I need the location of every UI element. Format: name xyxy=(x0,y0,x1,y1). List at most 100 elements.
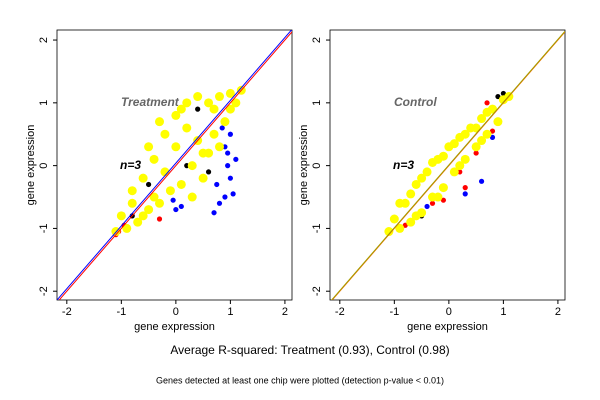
point xyxy=(220,117,230,127)
point xyxy=(176,104,186,114)
point xyxy=(187,161,197,171)
plot-frame xyxy=(56,29,293,301)
point xyxy=(122,223,132,233)
n-label: n=3 xyxy=(120,158,141,172)
point xyxy=(149,192,159,202)
reference-line xyxy=(58,31,292,300)
point xyxy=(482,129,492,139)
point xyxy=(395,198,405,208)
point xyxy=(482,107,492,117)
y-axis-label: gene expression xyxy=(298,125,310,206)
point xyxy=(462,191,468,197)
x-tick-label: 2 xyxy=(555,306,561,318)
point xyxy=(225,163,231,169)
point xyxy=(138,211,148,221)
point xyxy=(171,142,181,152)
point xyxy=(193,92,203,102)
point xyxy=(424,203,430,210)
point xyxy=(406,217,416,227)
x-tick-label: -2 xyxy=(335,306,345,318)
point xyxy=(500,90,506,97)
x-tick-label: 1 xyxy=(500,306,506,318)
plot-area: n=3 Treatment xyxy=(57,30,292,300)
point xyxy=(205,169,212,175)
point xyxy=(116,211,126,221)
point xyxy=(471,123,481,133)
point xyxy=(138,173,148,183)
point xyxy=(214,92,224,102)
point xyxy=(225,88,235,98)
point xyxy=(449,139,459,149)
y-tick-label: 1 xyxy=(311,100,323,106)
y-axis-label: gene expression xyxy=(25,125,37,206)
point xyxy=(433,192,443,202)
point xyxy=(233,156,239,162)
point xyxy=(209,129,219,139)
point xyxy=(484,100,490,106)
point xyxy=(182,98,192,108)
point xyxy=(411,179,421,189)
point xyxy=(389,214,399,224)
point xyxy=(182,123,192,133)
point xyxy=(395,223,405,233)
x-axis-label: gene expression xyxy=(134,321,215,333)
point xyxy=(227,175,233,181)
reference-line xyxy=(330,30,565,300)
point xyxy=(225,104,235,114)
x-tick-label: 0 xyxy=(446,306,452,318)
y-tick-label: -2 xyxy=(311,286,323,296)
point xyxy=(460,154,470,164)
point xyxy=(460,129,470,139)
point xyxy=(165,186,175,196)
point xyxy=(214,181,220,188)
x-tick-label: -1 xyxy=(389,306,399,318)
point xyxy=(222,194,228,200)
point xyxy=(176,179,186,189)
point xyxy=(428,157,438,167)
y-tick-label: 2 xyxy=(311,37,323,43)
point xyxy=(406,189,416,199)
y-tick-label: 1 xyxy=(38,100,50,106)
n-label: n=3 xyxy=(393,158,414,172)
point xyxy=(133,217,143,227)
point xyxy=(155,198,165,208)
y-tick-label: -1 xyxy=(38,224,50,234)
point xyxy=(211,210,217,216)
point xyxy=(473,150,479,156)
point xyxy=(204,148,214,158)
point xyxy=(187,192,197,202)
x-tick-label: -1 xyxy=(116,306,126,318)
plot-area: n=3 Control xyxy=(330,30,565,300)
point xyxy=(478,178,485,184)
point xyxy=(227,131,233,137)
point xyxy=(231,98,241,108)
x-tick-label: 0 xyxy=(173,306,179,318)
footnote: Genes detected at least one chip were pl… xyxy=(156,375,444,385)
point xyxy=(440,197,447,203)
point xyxy=(422,167,432,177)
point xyxy=(471,142,481,152)
point xyxy=(171,110,181,120)
point xyxy=(146,181,152,188)
point xyxy=(144,142,154,152)
point xyxy=(219,125,225,131)
point xyxy=(144,205,154,215)
point xyxy=(230,191,236,197)
point xyxy=(384,227,394,237)
point xyxy=(462,185,468,191)
point xyxy=(489,128,496,134)
y-tick-label: 0 xyxy=(311,163,323,169)
plot-frame xyxy=(329,29,566,301)
point xyxy=(160,167,170,177)
point xyxy=(156,216,163,222)
point xyxy=(417,173,427,183)
point xyxy=(477,114,487,124)
point xyxy=(489,134,496,140)
point xyxy=(127,186,137,196)
point xyxy=(411,211,421,221)
x-tick-label: -2 xyxy=(62,306,72,318)
point xyxy=(160,129,170,139)
y-tick-label: 0 xyxy=(38,163,50,169)
point xyxy=(455,161,465,171)
